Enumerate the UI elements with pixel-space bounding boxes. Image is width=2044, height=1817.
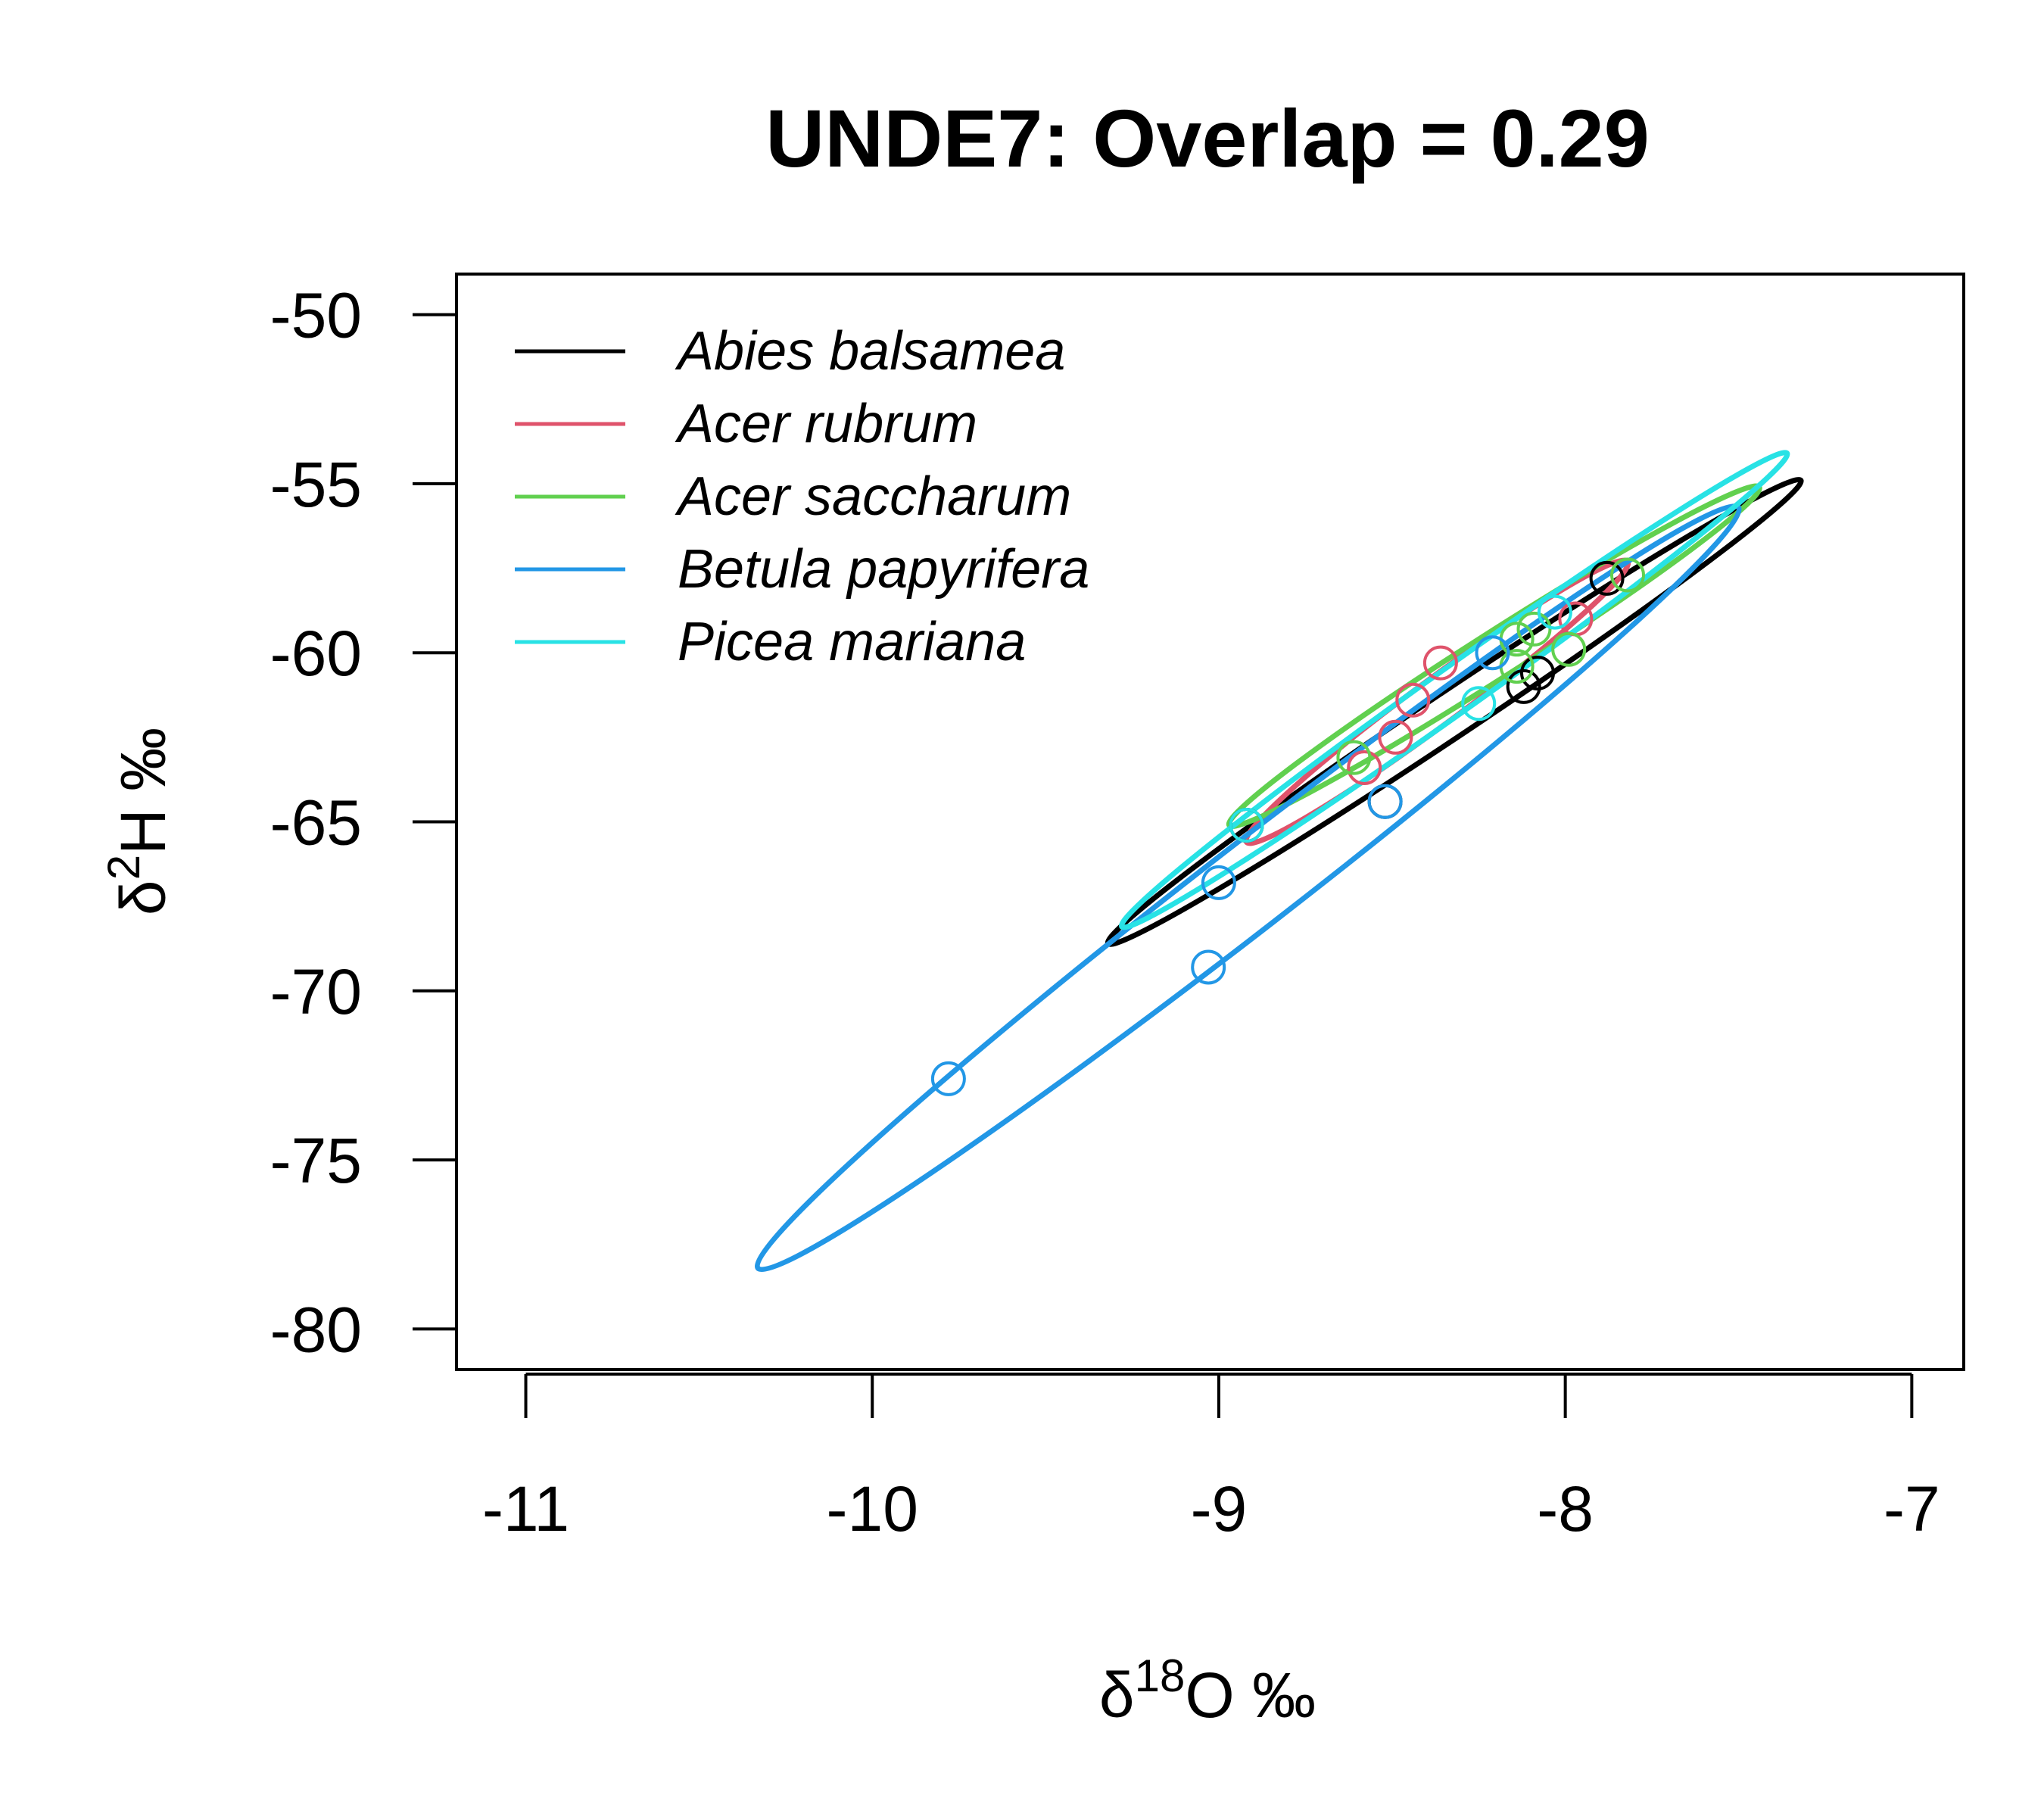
data-point — [1395, 682, 1431, 718]
x-axis-title-sup: 18 — [1135, 1650, 1186, 1701]
data-point — [1378, 719, 1413, 755]
ellipse-picea-mariana — [1118, 450, 1790, 930]
y-axis-title-sup: 2 — [98, 855, 149, 880]
x-axis-title: δ18O ‰ — [1099, 1650, 1316, 1731]
data-point — [1229, 808, 1264, 843]
data-point — [1506, 669, 1541, 704]
data-point — [1610, 557, 1645, 593]
data-point — [1336, 740, 1372, 775]
y-tick-label: -55 — [270, 449, 362, 520]
data-point — [1201, 865, 1236, 900]
y-tick-label: -80 — [270, 1294, 362, 1365]
legend-label: Picea mariana — [678, 612, 1026, 672]
chart-title: UNDE7: Overlap = 0.29 — [765, 92, 1650, 184]
x-tick-label: -7 — [1884, 1473, 1940, 1544]
y-tick-label: -60 — [270, 618, 362, 689]
data-point — [1475, 635, 1510, 671]
x-tick-label: -10 — [827, 1473, 918, 1544]
data-point — [1191, 949, 1226, 985]
data-point — [930, 1061, 966, 1096]
point-layer — [930, 557, 1645, 1096]
ellipse-betula-papyrifera — [754, 503, 1742, 1273]
ellipse-layer — [754, 450, 1804, 1273]
y-axis-title-symbol: δ — [107, 880, 179, 915]
legend: Abies balsamea Acer rubrum Acer saccharum B… — [515, 321, 1089, 672]
legend-label: Acer rubrum — [675, 394, 977, 454]
data-point — [1551, 631, 1587, 667]
data-point — [1537, 594, 1572, 630]
data-point — [1516, 611, 1552, 647]
y-tick-label: -75 — [270, 1125, 362, 1196]
x-axis: -11 -10 -9 -8 -7 — [482, 1373, 1940, 1544]
legend-label: Abies balsamea — [675, 321, 1065, 382]
legend-label: Acer saccharum — [675, 466, 1071, 527]
data-point — [1367, 784, 1403, 819]
data-point — [1422, 645, 1458, 681]
legend-label: Betula papyrifera — [678, 539, 1089, 600]
x-tick-label: -9 — [1191, 1473, 1248, 1544]
y-axis: -80 -75 -70 -65 -60 -55 -50 — [270, 280, 458, 1365]
data-point — [1461, 686, 1497, 722]
data-point — [1520, 656, 1555, 690]
y-tick-label: -70 — [270, 956, 362, 1027]
data-point — [1589, 560, 1625, 596]
y-axis-title-rest: H ‰ — [107, 728, 179, 855]
data-point — [1347, 750, 1382, 785]
x-axis-title-symbol: δ — [1099, 1660, 1135, 1731]
y-tick-label: -50 — [270, 280, 362, 351]
y-axis-title: δ2H ‰ — [98, 728, 179, 915]
x-axis-title-rest: O ‰ — [1185, 1660, 1316, 1731]
y-tick-label: -65 — [270, 787, 362, 859]
x-tick-label: -11 — [482, 1473, 569, 1544]
x-tick-label: -8 — [1537, 1473, 1594, 1544]
